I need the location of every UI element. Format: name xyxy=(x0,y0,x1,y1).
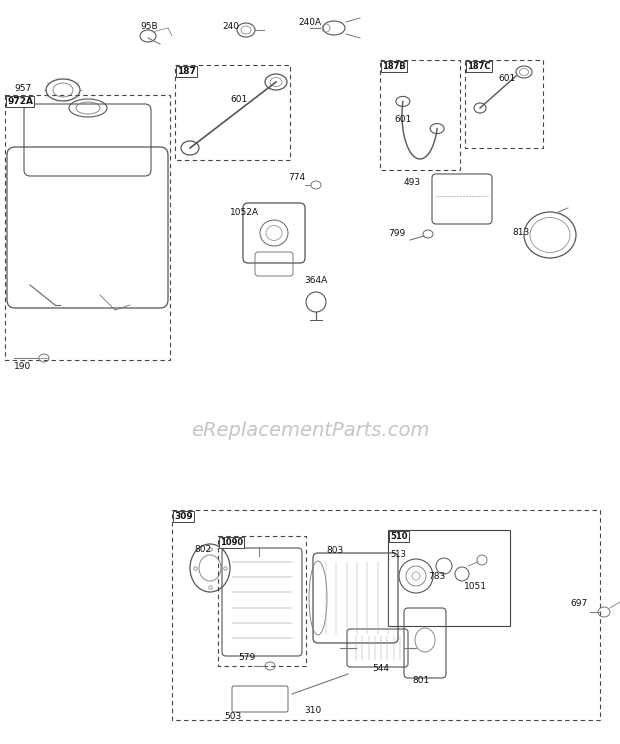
Text: 957: 957 xyxy=(14,84,31,93)
Text: 774: 774 xyxy=(288,173,305,182)
Bar xyxy=(5,95,170,360)
Text: 803: 803 xyxy=(326,546,343,555)
Text: 1051: 1051 xyxy=(464,582,487,591)
Text: 1090: 1090 xyxy=(220,538,243,547)
Text: 309: 309 xyxy=(174,512,193,521)
Bar xyxy=(218,536,306,666)
Text: 187C: 187C xyxy=(467,62,490,71)
Text: 310: 310 xyxy=(304,706,321,715)
Text: 801: 801 xyxy=(412,676,429,685)
Text: 503: 503 xyxy=(224,712,241,721)
Bar xyxy=(380,60,460,170)
Text: 364A: 364A xyxy=(304,276,327,285)
Text: 240: 240 xyxy=(222,22,239,31)
Text: 240A: 240A xyxy=(298,18,321,27)
Text: 813: 813 xyxy=(512,228,529,237)
Text: 697: 697 xyxy=(570,599,587,608)
Text: 783: 783 xyxy=(428,572,445,581)
Text: 187B: 187B xyxy=(382,62,405,71)
Text: 601: 601 xyxy=(230,95,247,104)
Bar xyxy=(172,510,600,720)
Text: 579: 579 xyxy=(238,653,255,662)
Text: 601: 601 xyxy=(498,74,515,83)
Text: 493: 493 xyxy=(404,178,421,187)
Bar xyxy=(175,65,290,160)
Text: eReplacementParts.com: eReplacementParts.com xyxy=(191,420,429,440)
Text: 1052A: 1052A xyxy=(230,208,259,217)
Bar xyxy=(388,530,510,626)
Bar xyxy=(465,60,543,148)
Text: 190: 190 xyxy=(14,362,31,371)
Text: 513: 513 xyxy=(390,550,406,559)
Text: 187: 187 xyxy=(177,67,196,76)
Text: 601: 601 xyxy=(394,115,411,124)
Text: 544: 544 xyxy=(372,664,389,673)
Text: 799: 799 xyxy=(388,229,405,239)
Text: 95B: 95B xyxy=(140,22,157,31)
Text: 972A: 972A xyxy=(7,97,33,106)
Text: 510: 510 xyxy=(390,532,407,541)
Text: 802: 802 xyxy=(194,545,211,554)
